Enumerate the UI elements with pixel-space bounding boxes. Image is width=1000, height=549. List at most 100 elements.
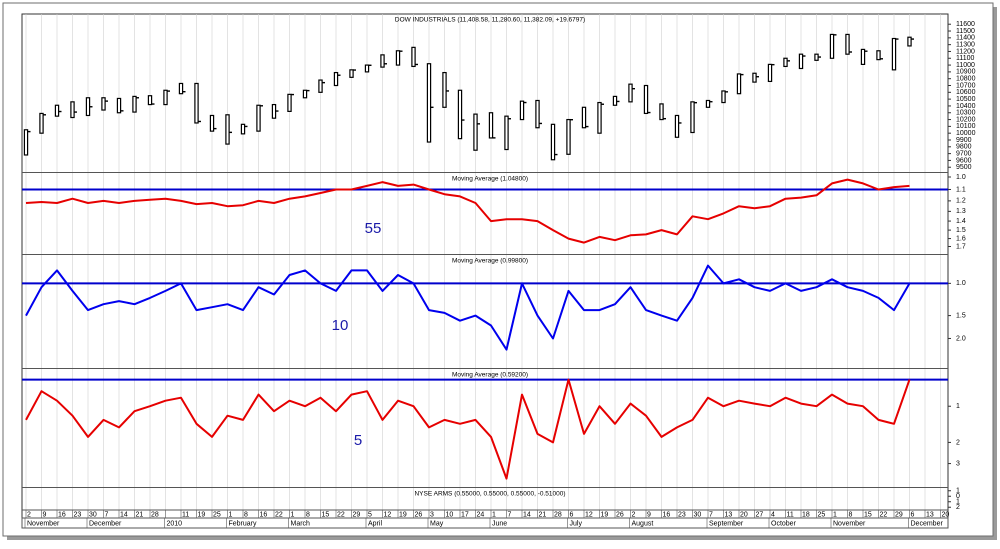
price-bar — [690, 101, 695, 134]
month-label: 2010 — [167, 520, 183, 527]
ma-line — [25, 378, 911, 480]
price-bar — [659, 103, 664, 121]
price-bar — [721, 90, 726, 104]
x-tick-label: 9 — [43, 511, 47, 518]
y-tick-label: 1.0 — [956, 174, 966, 181]
x-tick-label: 19 — [198, 511, 206, 518]
price-bar — [349, 69, 354, 78]
month-label: December — [89, 520, 122, 527]
x-tick-label: 4 — [771, 511, 775, 518]
panel-title: NYSE ARMS (0.55000, 0.55000, 0.55000, -0… — [414, 491, 565, 498]
panel-title: Moving Average (1.04800) — [452, 176, 528, 183]
x-tick-label: 30 — [694, 511, 702, 518]
price-bar — [767, 63, 773, 83]
y-tick-label: 1.6 — [956, 235, 966, 242]
price-bar — [643, 84, 649, 115]
x-tick-label: 3 — [430, 511, 434, 518]
price-bar — [519, 100, 525, 121]
x-tick-label: 27 — [756, 511, 764, 518]
price-bar — [674, 114, 680, 138]
x-tick-label: 25 — [818, 511, 826, 518]
price-bar — [333, 71, 339, 87]
x-tick-label: 26 — [415, 511, 423, 518]
annotation: 55 — [365, 220, 382, 237]
price-bar — [473, 113, 478, 151]
y-tick-label: 11400 — [956, 35, 975, 42]
x-tick-label: 7 — [508, 511, 512, 518]
x-tick-label: 16 — [58, 511, 66, 518]
x-tick-label: 20 — [740, 511, 748, 518]
x-tick-label: 30 — [89, 511, 97, 518]
y-tick-label: 1.0 — [956, 280, 966, 287]
price-bar — [628, 83, 633, 103]
x-tick-label: 22 — [880, 511, 888, 518]
price-bar — [194, 82, 199, 124]
price-bar — [597, 101, 602, 134]
x-tick-label: 1 — [833, 511, 837, 518]
price-bar — [736, 73, 742, 95]
month-label: July — [570, 520, 583, 527]
y-tick-label: 10300 — [956, 110, 976, 117]
price-bar — [287, 93, 292, 112]
annotation: 5 — [354, 432, 362, 449]
x-tick-label: 29 — [895, 511, 903, 518]
y-tick-label: 10100 — [956, 123, 976, 130]
price-bar — [457, 89, 463, 140]
y-tick-label: 1.1 — [956, 186, 966, 193]
y-tick-label: 1.2 — [956, 198, 966, 205]
x-tick-label: 22 — [337, 511, 345, 518]
y-tick-label: 9800 — [956, 144, 972, 151]
x-tick-label: 26 — [616, 511, 624, 518]
x-tick-label: 9 — [647, 511, 651, 518]
x-tick-label: 8 — [306, 511, 310, 518]
x-tick-label: 13 — [725, 511, 733, 518]
month-label: December — [911, 520, 944, 527]
y-tick-label: 3 — [956, 460, 960, 467]
price-bar — [132, 95, 137, 113]
price-bar — [225, 114, 230, 145]
y-tick-label: 9700 — [956, 150, 972, 157]
price-bar — [581, 106, 587, 129]
x-tick-label: 12 — [384, 511, 392, 518]
x-tick-label: 16 — [663, 511, 671, 518]
x-tick-label: 14 — [120, 511, 128, 518]
price-bar — [302, 89, 308, 99]
month-label: November — [27, 520, 60, 527]
price-bar — [147, 95, 153, 106]
x-tick-label: 2 — [632, 511, 636, 518]
price-bar — [256, 104, 261, 132]
y-tick-label: 11200 — [956, 48, 975, 55]
price-bar — [860, 48, 866, 65]
price-bar — [209, 114, 215, 132]
x-tick-label: 25 — [213, 511, 221, 518]
x-tick-label: 14 — [523, 511, 531, 518]
x-tick-label: 12 — [585, 511, 593, 518]
y-tick-label: 1.7 — [956, 243, 966, 250]
price-bar — [380, 54, 385, 68]
y-tick-label: 1 — [956, 488, 960, 495]
price-bar — [163, 89, 168, 106]
x-tick-label: 22 — [275, 511, 283, 518]
ma-line — [25, 178, 910, 244]
price-bar — [752, 72, 757, 83]
y-tick-label: 2 — [956, 439, 960, 446]
x-tick-label: 6 — [911, 511, 915, 518]
x-tick-label: 23 — [678, 511, 686, 518]
x-tick-label: 11 — [182, 511, 189, 518]
x-tick-label: 7 — [709, 511, 713, 518]
y-tick-label: 9600 — [956, 157, 972, 164]
y-tick-label: 9500 — [956, 164, 972, 171]
price-bar — [442, 71, 447, 108]
y-tick-label: 1.5 — [956, 227, 966, 234]
month-label: November — [833, 520, 866, 527]
price-bar — [318, 79, 323, 93]
y-tick-label: 10400 — [956, 103, 976, 110]
x-tick-label: 5 — [368, 511, 372, 518]
x-tick-label: 28 — [151, 511, 159, 518]
x-tick-label: 19 — [399, 511, 407, 518]
y-tick-label: 11000 — [956, 62, 975, 69]
x-tick-label: 28 — [554, 511, 562, 518]
y-tick-label: 10900 — [956, 69, 976, 76]
y-tick-label: 2.0 — [956, 335, 966, 342]
